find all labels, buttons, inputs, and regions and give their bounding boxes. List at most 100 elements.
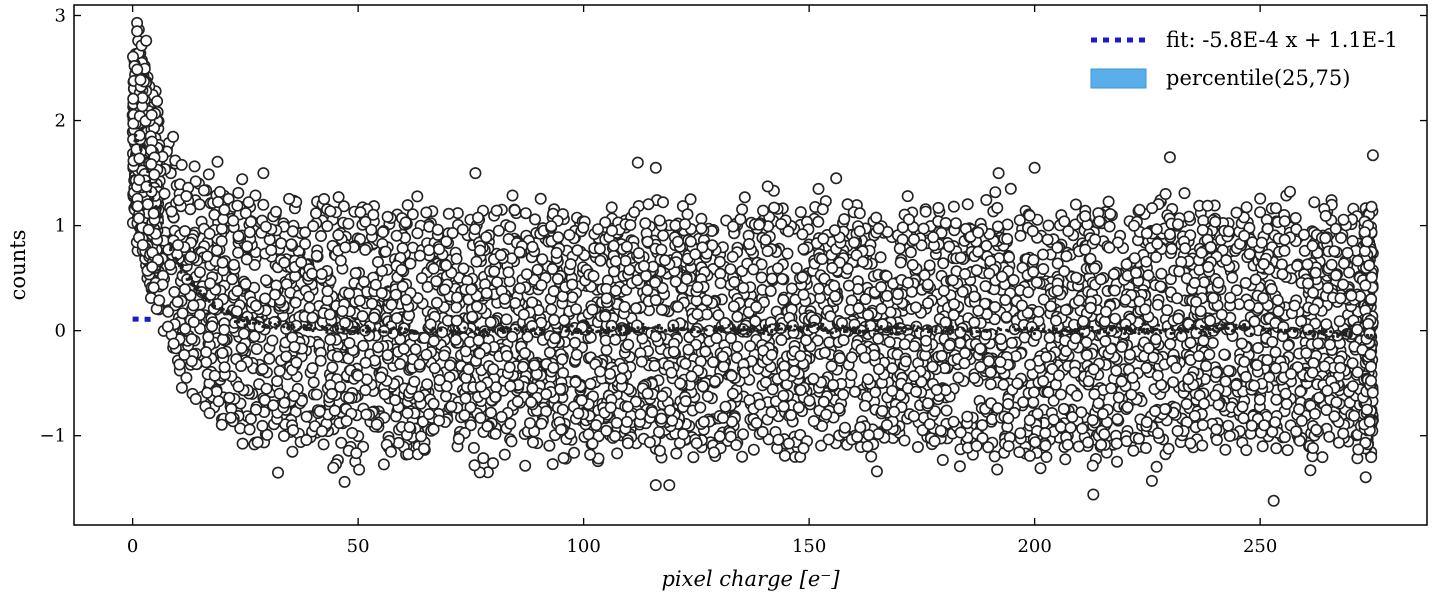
data-point [490,204,503,217]
data-point [761,180,774,193]
data-point [845,351,858,364]
data-point [1093,215,1106,228]
data-point [354,206,367,219]
data-point [1212,276,1225,289]
data-point [666,414,679,427]
data-point [193,266,206,279]
data-point [991,463,1004,476]
data-point [593,242,606,255]
data-point [747,443,760,456]
data-point [772,433,785,446]
data-point [1142,342,1155,355]
data-point [707,446,720,459]
data-point [1155,267,1168,280]
data-point [695,222,708,235]
data-point [794,206,807,219]
data-point [438,283,451,296]
data-point [677,428,690,441]
data-point [384,445,397,458]
data-point [1126,371,1139,384]
data-point [1323,430,1336,443]
data-point [1082,436,1095,449]
data-point [309,207,322,220]
data-point [853,225,866,238]
data-point [646,406,659,419]
data-point [984,378,997,391]
data-point [980,194,993,207]
data-point [401,407,414,420]
data-point [1044,300,1057,313]
data-point [1255,236,1268,249]
data-point [681,208,694,221]
data-point [817,232,830,245]
data-point [471,211,484,224]
data-point [899,355,912,368]
data-point [1351,366,1364,379]
data-point [1257,257,1270,270]
data-point [1312,337,1325,350]
data-point [176,307,189,320]
data-point [958,357,971,370]
data-point [280,350,293,363]
data-point [1343,266,1356,279]
data-point [590,419,603,432]
data-point [1269,346,1282,359]
data-point [904,246,917,259]
data-point [546,262,559,275]
data-point [1159,188,1172,201]
data-point [1039,427,1052,440]
data-point [1223,429,1236,442]
data-point [1203,348,1216,361]
data-point [750,416,763,429]
data-point [1107,268,1120,281]
data-point [1238,355,1251,368]
data-point [227,258,240,271]
data-point [1054,388,1067,401]
data-point [243,226,256,239]
data-point [1109,312,1122,325]
data-point [321,285,334,298]
data-point [1298,228,1311,241]
data-point [278,396,291,409]
data-point [599,334,612,347]
data-point [350,447,363,460]
data-point [286,225,299,238]
data-point [1270,393,1283,406]
data-point [777,293,790,306]
data-point [1069,332,1082,345]
data-point [571,244,584,257]
data-point [1112,391,1125,404]
data-point [656,196,669,209]
data-point [1151,237,1164,250]
data-point [891,288,904,301]
data-point [1365,374,1378,387]
data-point [334,380,347,393]
data-point [269,205,282,218]
data-point [620,240,633,253]
data-point [161,320,174,333]
data-point [1040,351,1053,364]
data-point [286,445,299,458]
data-point [1004,182,1017,195]
data-point [189,392,202,405]
data-point [244,215,257,228]
data-point [525,396,538,409]
data-point [797,288,810,301]
data-point [1042,219,1055,232]
data-point [1125,388,1138,401]
data-point [797,243,810,256]
data-point [300,433,313,446]
data-point [1070,271,1083,284]
data-point [1316,451,1329,464]
data-point [359,243,372,256]
data-point [946,274,959,287]
data-point [1224,291,1237,304]
data-point [875,302,888,315]
data-point [1290,425,1303,438]
data-point [1154,280,1167,293]
data-point [1149,333,1162,346]
data-point [445,400,458,413]
data-point [919,334,932,347]
data-point [518,347,531,360]
data-point [216,333,229,346]
